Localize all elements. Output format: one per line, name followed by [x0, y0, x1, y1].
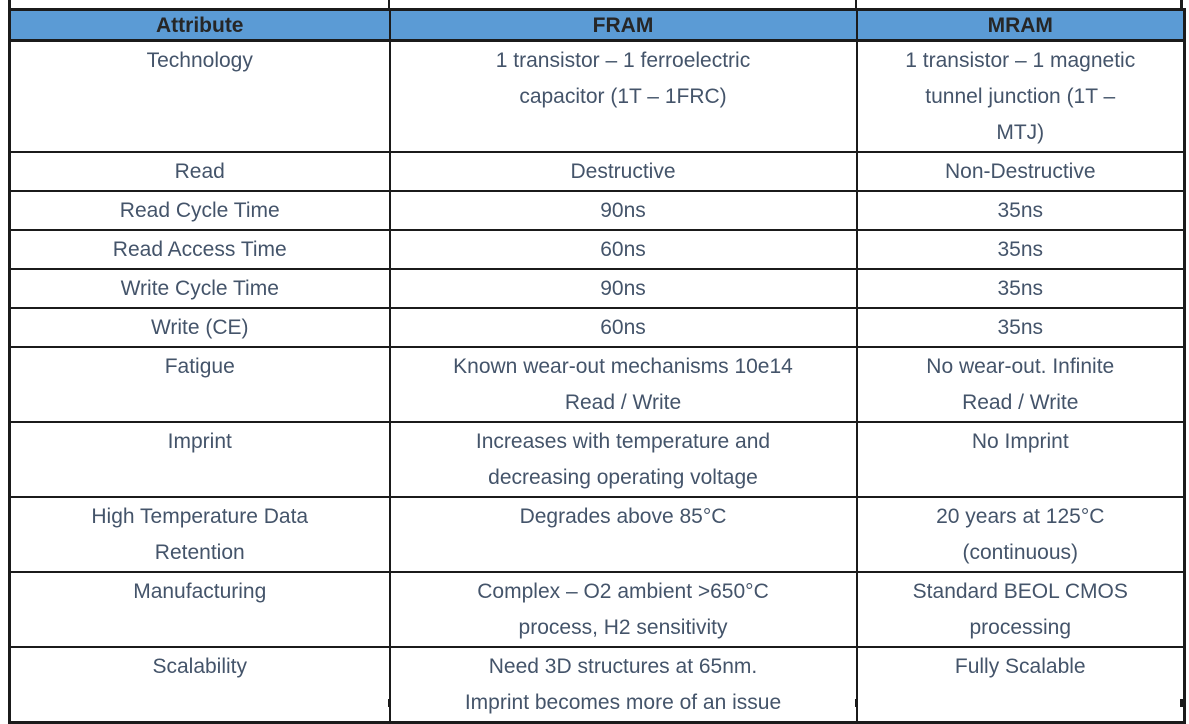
cell-attribute: High Temperature Data Retention — [8, 496, 391, 573]
header-cell-attribute: Attribute — [8, 8, 391, 42]
table-row-scalability: Scalability Need 3D structures at 65nm. … — [8, 646, 1186, 724]
cell-attribute: Manufacturing — [8, 571, 391, 648]
cell-fram: Increases with temperature and decreasin… — [388, 421, 858, 498]
cell-fram: Complex – O2 ambient >650°C process, H2 … — [388, 571, 858, 648]
comparison-table-wrapper: Attribute FRAM MRAM Technology 1 transis… — [8, 8, 1186, 724]
header-row: Attribute FRAM MRAM — [8, 8, 1186, 42]
table-row-read-cycle-time: Read Cycle Time 90ns 35ns — [8, 190, 1186, 231]
table-row-high-temperature-data-retention: High Temperature Data Retention Degrades… — [8, 496, 1186, 573]
table-border-stub — [855, 0, 857, 9]
cell-attribute: Fatigue — [8, 346, 391, 423]
cell-fram: Degrades above 85°C — [388, 496, 858, 573]
table-row-manufacturing: Manufacturing Complex – O2 ambient >650°… — [8, 571, 1186, 648]
cell-attribute: Read Cycle Time — [8, 190, 391, 231]
cell-fram: 60ns — [388, 229, 858, 270]
table-row-write-cycle-time: Write Cycle Time 90ns 35ns — [8, 268, 1186, 309]
cell-mram: 35ns — [855, 268, 1186, 309]
cell-attribute: Scalability — [8, 646, 391, 724]
cell-mram: Non-Destructive — [855, 151, 1186, 192]
cell-attribute: Technology — [8, 39, 391, 153]
table-border-stub — [8, 0, 11, 9]
table-row-write-ce: Write (CE) 60ns 35ns — [8, 307, 1186, 348]
cell-mram: 35ns — [855, 190, 1186, 231]
cell-fram: 60ns — [388, 307, 858, 348]
cell-attribute: Write Cycle Time — [8, 268, 391, 309]
cell-mram: 20 years at 125°C (continuous) — [855, 496, 1186, 573]
cell-attribute: Write (CE) — [8, 307, 391, 348]
table-row-imprint: Imprint Increases with temperature and d… — [8, 421, 1186, 498]
table-border-stub — [1180, 0, 1183, 9]
cell-attribute: Read Access Time — [8, 229, 391, 270]
table-border-stub — [855, 699, 857, 707]
cell-fram: Need 3D structures at 65nm. Imprint beco… — [388, 646, 858, 724]
cell-fram: 1 transistor – 1 ferroelectric capacitor… — [388, 39, 858, 153]
header-cell-fram: FRAM — [388, 8, 858, 42]
table-border-stub — [8, 699, 11, 707]
cell-mram: No wear-out. Infinite Read / Write — [855, 346, 1186, 423]
cell-mram: 35ns — [855, 307, 1186, 348]
table-row-read-access-time: Read Access Time 60ns 35ns — [8, 229, 1186, 270]
table-row-technology: Technology 1 transistor – 1 ferroelectri… — [8, 39, 1186, 153]
cell-attribute: Imprint — [8, 421, 391, 498]
cell-fram: 90ns — [388, 190, 858, 231]
fram-mram-comparison-table: Attribute FRAM MRAM Technology 1 transis… — [8, 8, 1186, 724]
table-border-stub — [388, 0, 390, 9]
cell-mram: Fully Scalable — [855, 646, 1186, 724]
table-row-read: Read Destructive Non-Destructive — [8, 151, 1186, 192]
cell-mram: 1 transistor – 1 magnetic tunnel junctio… — [855, 39, 1186, 153]
cell-mram: Standard BEOL CMOS processing — [855, 571, 1186, 648]
cell-fram: Destructive — [388, 151, 858, 192]
table-row-fatigue: Fatigue Known wear-out mechanisms 10e14 … — [8, 346, 1186, 423]
header-cell-mram: MRAM — [855, 8, 1186, 42]
table-border-stub — [1180, 699, 1183, 707]
cell-fram: 90ns — [388, 268, 858, 309]
cell-fram: Known wear-out mechanisms 10e14 Read / W… — [388, 346, 858, 423]
cell-mram: 35ns — [855, 229, 1186, 270]
table-border-stub — [388, 699, 390, 707]
cell-mram: No Imprint — [855, 421, 1186, 498]
cell-attribute: Read — [8, 151, 391, 192]
